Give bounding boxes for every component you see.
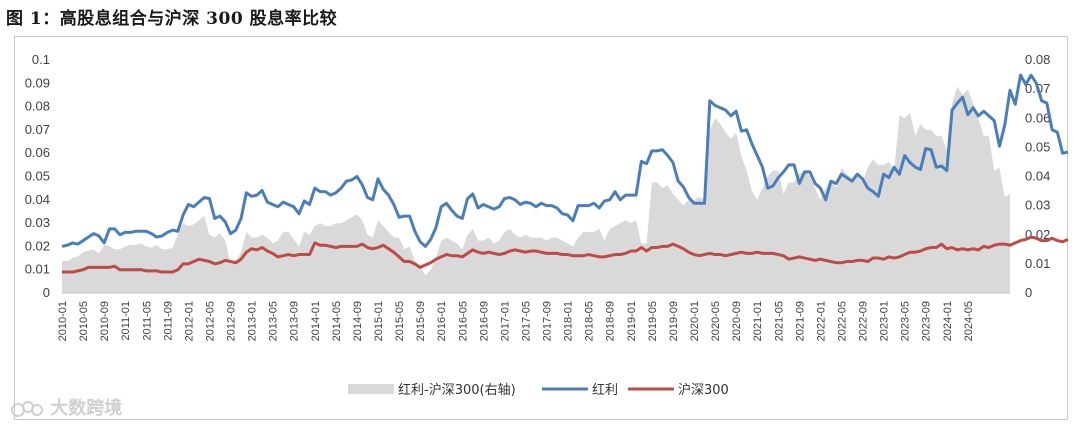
x-axis-tick-label: 2020-09 (731, 301, 743, 341)
left-axis-tick-label: 0 (43, 285, 50, 300)
x-axis-tick-label: 2021-05 (773, 301, 785, 341)
x-axis-tick-label: 2012-09 (226, 301, 238, 341)
x-axis-tick-label: 2013-09 (289, 301, 301, 341)
right-axis-tick-label: 0.01 (1025, 256, 1050, 271)
x-axis-tick-label: 2016-01 (436, 301, 448, 341)
left-axis-tick-label: 0.07 (25, 122, 50, 137)
x-axis-tick-label: 2023-09 (921, 301, 933, 341)
x-axis-tick-label: 2017-01 (499, 301, 511, 341)
left-axis-tick-label: 0.05 (25, 169, 50, 184)
line-series-hs300 (62, 235, 1069, 274)
x-axis-tick-label: 2023-05 (900, 301, 912, 341)
x-axis-tick-label: 2019-09 (668, 301, 680, 341)
x-axis-tick-label: 2015-09 (415, 301, 427, 341)
left-axis-tick-label: 0.02 (25, 238, 50, 253)
watermark-text: 大数跨境 (50, 398, 123, 419)
x-axis-tick-label: 2020-01 (689, 301, 701, 341)
x-axis-tick-label: 2024-05 (963, 301, 975, 341)
x-axis-tick-label: 2019-05 (647, 301, 659, 341)
x-axis-tick-label: 2022-09 (858, 301, 870, 341)
x-axis-tick-label: 2011-01 (120, 301, 132, 341)
legend-label: 红利-沪深300(右轴) (398, 382, 516, 398)
x-axis-tick-label: 2018-01 (563, 301, 575, 341)
area-series-dividend-minus-hs300 (62, 86, 1010, 294)
right-axis-tick-label: 0.08 (1025, 52, 1050, 67)
x-axis-tick-label: 2018-09 (605, 301, 617, 341)
right-axis-tick-label: 0.04 (1025, 169, 1050, 184)
x-axis-tick-label: 2017-05 (520, 301, 532, 341)
left-axis-tick-label: 0.09 (25, 75, 50, 90)
x-axis-tick-label: 2010-09 (99, 301, 111, 341)
x-axis-tick-label: 2024-01 (942, 301, 954, 341)
left-axis-tick-label: 0.04 (25, 192, 50, 207)
left-axis-tick-label: 0.1 (32, 52, 50, 67)
left-axis-tick-label: 0.03 (25, 215, 50, 230)
line-series-dividend (61, 73, 1069, 248)
legend-label: 沪深300 (678, 382, 729, 398)
watermark: 大数跨境 (10, 394, 122, 420)
x-axis-tick-label: 2015-05 (394, 301, 406, 341)
x-axis-tick-label: 2014-01 (310, 301, 322, 341)
x-axis-tick-label: 2014-05 (331, 301, 343, 341)
right-axis-tick-label: 0 (1025, 285, 1032, 300)
x-axis-tick-label: 2012-05 (204, 301, 216, 341)
x-axis-tick-label: 2010-01 (57, 301, 69, 341)
right-axis-tick-label: 0.03 (1025, 198, 1050, 213)
x-axis-tick-label: 2021-01 (752, 301, 764, 341)
right-axis-tick-label: 0.06 (1025, 110, 1050, 125)
chart-frame (14, 36, 1068, 420)
legend-label: 红利 (592, 382, 618, 398)
left-axis-tick-label: 0.08 (25, 99, 50, 114)
x-axis-tick-label: 2018-05 (584, 301, 596, 341)
left-axis-tick-label: 0.01 (25, 262, 50, 277)
x-axis-tick-label: 2022-01 (815, 301, 827, 341)
x-axis-tick-label: 2016-05 (457, 301, 469, 341)
x-axis-tick-label: 2013-01 (247, 301, 259, 341)
legend-swatch-area (348, 384, 394, 394)
watermark-logo-icon (11, 401, 43, 417)
x-axis-tick-label: 2015-01 (373, 301, 385, 341)
x-axis-tick-label: 2011-05 (141, 301, 153, 341)
x-axis-tick-label: 2022-05 (836, 301, 848, 341)
x-axis-tick-label: 2023-01 (879, 301, 891, 341)
x-axis-tick-label: 2017-09 (542, 301, 554, 341)
x-axis-tick-label: 2020-05 (710, 301, 722, 341)
x-axis-tick-label: 2010-05 (78, 301, 90, 341)
x-axis-tick-label: 2019-01 (626, 301, 638, 341)
x-axis-tick-label: 2013-05 (268, 301, 280, 341)
x-axis-tick-label: 2012-01 (183, 301, 195, 341)
x-axis-tick-label: 2011-09 (162, 301, 174, 341)
x-axis-tick-label: 2021-09 (794, 301, 806, 341)
right-axis-tick-label: 0.05 (1025, 139, 1050, 154)
figure-title: 图 1：高股息组合与沪深 300 股息率比较 (6, 9, 338, 29)
x-axis-tick-label: 2014-09 (352, 301, 364, 341)
left-axis-tick-label: 0.06 (25, 145, 50, 160)
x-axis-tick-label: 2016-09 (478, 301, 490, 341)
